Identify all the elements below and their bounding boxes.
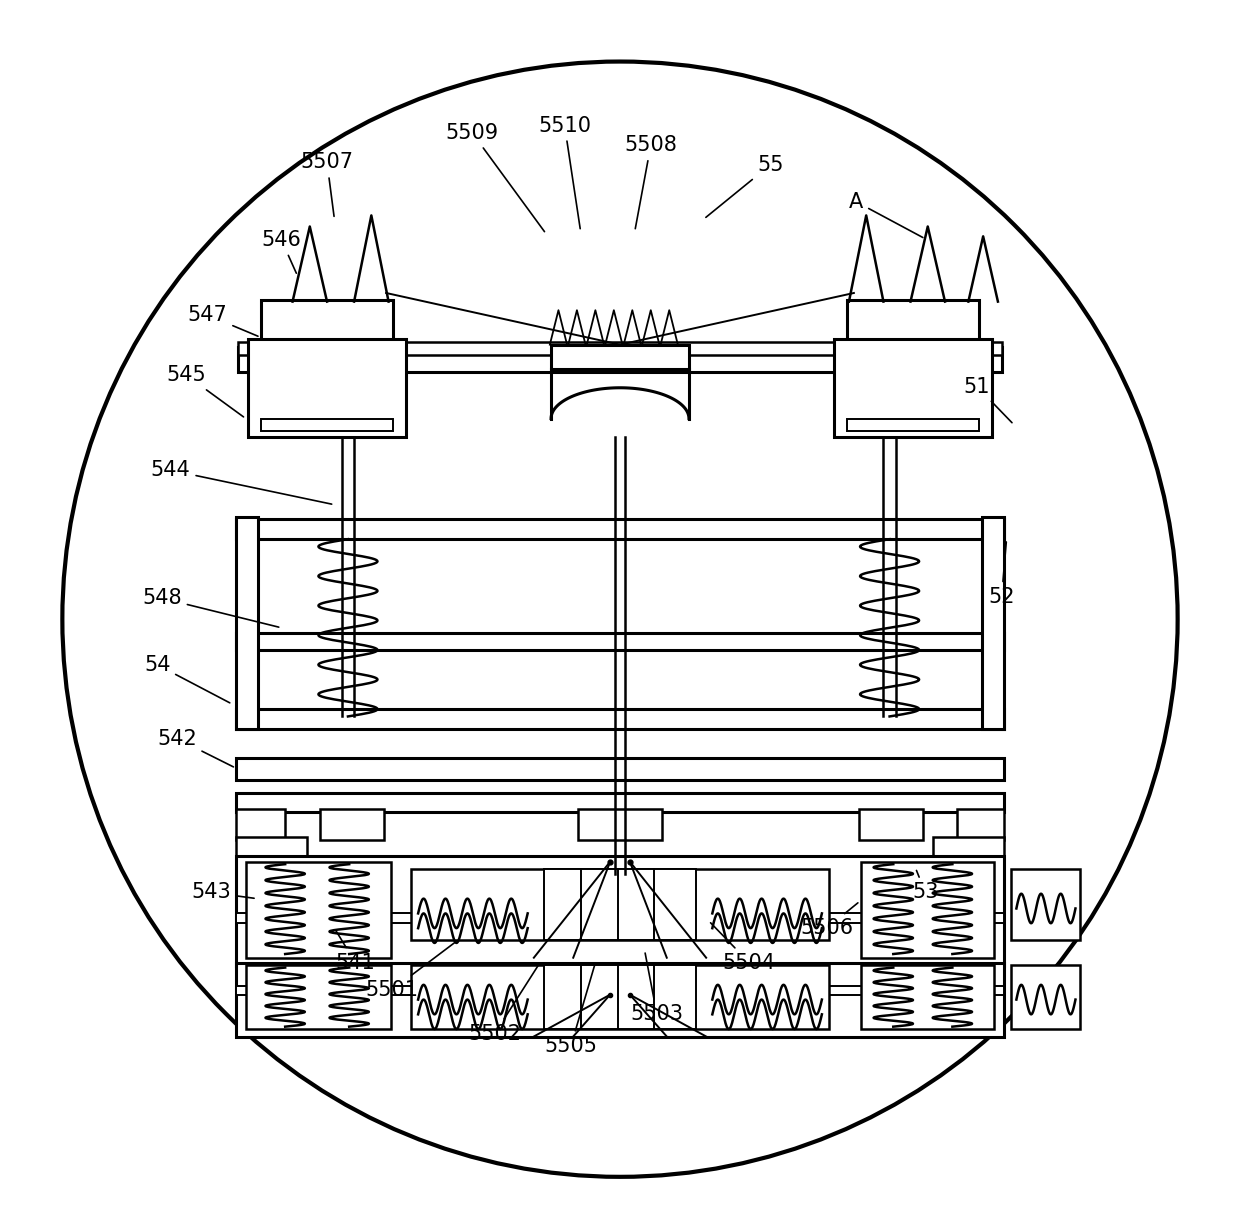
Bar [236, 633, 1004, 650]
Bar [246, 965, 391, 1029]
Text: 542: 542 [157, 729, 233, 767]
Bar [343, 340, 365, 382]
Bar [320, 809, 383, 840]
Bar [246, 862, 391, 958]
Bar [1012, 965, 1080, 1029]
Text: 5510: 5510 [538, 116, 591, 229]
Bar [957, 809, 1004, 840]
Text: 543: 543 [191, 883, 254, 902]
Text: A: A [849, 192, 923, 238]
Bar [236, 709, 1004, 729]
Text: 545: 545 [167, 366, 243, 417]
Bar [835, 339, 992, 437]
Bar [543, 965, 697, 1029]
Text: 548: 548 [143, 588, 279, 627]
Bar [236, 913, 1004, 923]
Bar [236, 986, 1004, 995]
Bar [248, 339, 405, 437]
Bar [982, 517, 1004, 729]
Bar [291, 340, 312, 382]
Bar [410, 965, 830, 1029]
Text: 5506: 5506 [800, 902, 858, 938]
Bar [410, 869, 830, 940]
Text: 547: 547 [187, 305, 258, 336]
Bar [852, 340, 873, 382]
Bar [543, 869, 697, 940]
Text: 5508: 5508 [624, 135, 677, 229]
Bar [368, 340, 389, 382]
Bar [955, 340, 976, 382]
Text: 5501: 5501 [366, 942, 455, 1000]
Text: 53: 53 [913, 870, 939, 902]
Text: 544: 544 [151, 460, 331, 505]
Bar [238, 347, 1002, 372]
Bar [236, 758, 1004, 780]
Bar [236, 517, 258, 729]
Bar [236, 809, 285, 840]
Bar [236, 856, 1004, 966]
Text: 541: 541 [336, 931, 376, 972]
Bar [847, 300, 980, 342]
Bar [859, 809, 923, 840]
Text: 5503: 5503 [630, 953, 683, 1024]
Bar [236, 837, 308, 868]
Bar [903, 340, 924, 382]
Text: 5502: 5502 [467, 965, 538, 1044]
Bar [877, 340, 898, 382]
Bar [238, 342, 1002, 355]
Bar [236, 519, 1004, 539]
Text: 546: 546 [262, 230, 301, 273]
Text: 5507: 5507 [300, 153, 353, 217]
Bar [862, 862, 994, 958]
Text: 51: 51 [963, 377, 1012, 422]
Text: 5505: 5505 [544, 965, 598, 1056]
Bar [265, 340, 286, 382]
Text: 54: 54 [144, 655, 229, 703]
Text: 5504: 5504 [711, 923, 776, 972]
Text: 52: 52 [988, 542, 1014, 607]
Bar [1012, 869, 1080, 940]
Bar [847, 419, 980, 431]
Bar [862, 965, 994, 1029]
Text: 5509: 5509 [445, 123, 544, 231]
Bar [236, 793, 1004, 812]
Bar [932, 837, 1004, 868]
Bar [551, 345, 689, 369]
Bar [929, 340, 950, 382]
Bar [317, 340, 339, 382]
Bar [260, 419, 393, 431]
Bar [236, 963, 1004, 1037]
Text: 55: 55 [706, 155, 784, 218]
Bar [578, 809, 662, 840]
Bar [260, 300, 393, 342]
